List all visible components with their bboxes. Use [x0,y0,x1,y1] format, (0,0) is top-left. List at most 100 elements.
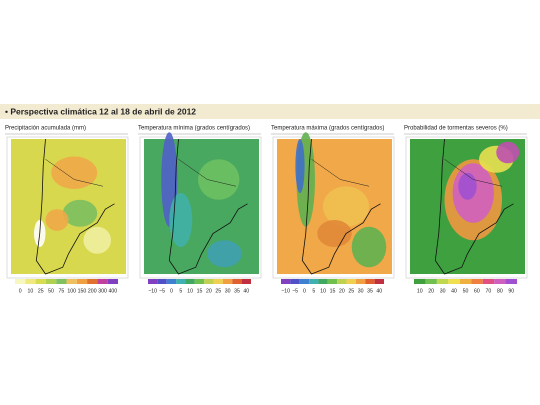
colorbar-segment [166,279,177,284]
colorbar-segment [45,279,57,284]
colorbar-label: 25 [348,288,354,294]
colorbar-label: 40 [376,288,382,294]
colorbar-label: 5 [179,288,182,294]
colorbar-label: 10 [187,288,193,294]
colorbar-label: 40 [243,288,249,294]
border-line [45,159,104,187]
colorbar-segment [15,279,26,284]
colorbar-label: 5 [312,288,315,294]
colorbar-label: 25 [215,288,221,294]
colorbar-segment [290,279,300,284]
colorbar-segment [185,279,195,284]
coastline [35,138,115,275]
panel-title: Temperatura mínima (grados centígrados) [138,126,250,132]
colorbar-label: 200 [88,288,97,294]
colorbar-segment [374,279,384,284]
colorbar-segment [425,279,437,284]
colorbar-segment [365,279,375,284]
colorbar-label: 15 [197,288,203,294]
colorbar-label: 0 [170,288,173,294]
colorbar-label: 40 [451,288,457,294]
colorbar-segment [471,279,483,284]
colorbar-segment [346,279,356,284]
colorbar-segment [309,279,319,284]
map-region [295,139,305,193]
colorbar-segment [232,279,242,284]
colorbar-label: −5 [159,288,165,294]
colorbar-segment [66,279,77,284]
colorbar-label: 400 [109,288,118,294]
colorbar-segment [482,279,495,284]
map-region [496,141,520,164]
colorbar-label: 20 [339,288,345,294]
panel-title: Precipitación acumulada (mm) [5,126,86,132]
coastline [168,138,248,275]
colorbar-segment [148,279,158,284]
map-region [323,186,369,227]
colorbar-label: 35 [234,288,240,294]
colorbar-segment [241,279,251,284]
coastline [434,138,514,275]
colorbar-label: −10 [281,288,290,294]
colorbar-segment [157,279,167,284]
colorbar-label: −10 [148,288,157,294]
header-title: • Perspectiva climática 12 al 18 de abri… [5,106,196,116]
colorbar-segment [194,279,205,284]
colorbar-label: 50 [48,288,54,294]
colorbar-segment [337,279,347,284]
map-region [62,199,98,227]
colorbar-segment [448,279,460,284]
colorbar-segment [213,279,223,284]
colorbar-segment [505,279,517,284]
colorbar-label: 30 [358,288,364,294]
coastline [301,138,381,275]
colorbar-segment [25,279,36,284]
colorbar-segment [97,279,108,284]
map-region [169,193,193,247]
colorbar-label: 20 [206,288,212,294]
colorbar-segment [56,279,67,284]
colorbar-segment [459,279,472,284]
colorbar-label: 35 [367,288,373,294]
colorbar-segment [87,279,98,284]
map-region [207,240,242,268]
colorbar-segment [76,279,88,284]
map-region [45,209,69,231]
colorbar-label: 60 [474,288,480,294]
colorbar-label: 10 [28,288,34,294]
colorbar-label: 75 [58,288,64,294]
colorbar-segment [318,279,328,284]
colorbar-segment [494,279,506,284]
colorbar-segment [436,279,449,284]
colorbar-label: 50 [463,288,469,294]
colorbar-label: 25 [38,288,44,294]
map-region [351,226,387,268]
colorbar-segment [299,279,310,284]
colorbar-label: 10 [417,288,423,294]
border-line [444,159,503,187]
colorbar-segment [107,279,118,284]
colorbar-label: 300 [98,288,107,294]
panel-title: Temperatura máxima (grados centígrados) [271,126,384,132]
colorbar-label: 10 [320,288,326,294]
colorbar-label: 30 [225,288,231,294]
colorbar-label: 30 [440,288,446,294]
colorbar-segment [222,279,233,284]
colorbar-label: 150 [78,288,87,294]
colorbar-label: 90 [508,288,514,294]
colorbar-segment [414,279,426,284]
border-line [178,159,237,187]
colorbar-label: 20 [428,288,434,294]
colorbar-segment [176,279,186,284]
colorbar-label: 70 [485,288,491,294]
colorbar-label: 0 [19,288,22,294]
map-region [51,156,98,189]
map-region [83,226,112,254]
panel-title: Probabilidad de tormentas severos (%) [404,126,508,132]
map-region [317,220,352,247]
colorbar-label: 100 [67,288,76,294]
map-region [198,159,240,200]
border-line [311,159,370,187]
